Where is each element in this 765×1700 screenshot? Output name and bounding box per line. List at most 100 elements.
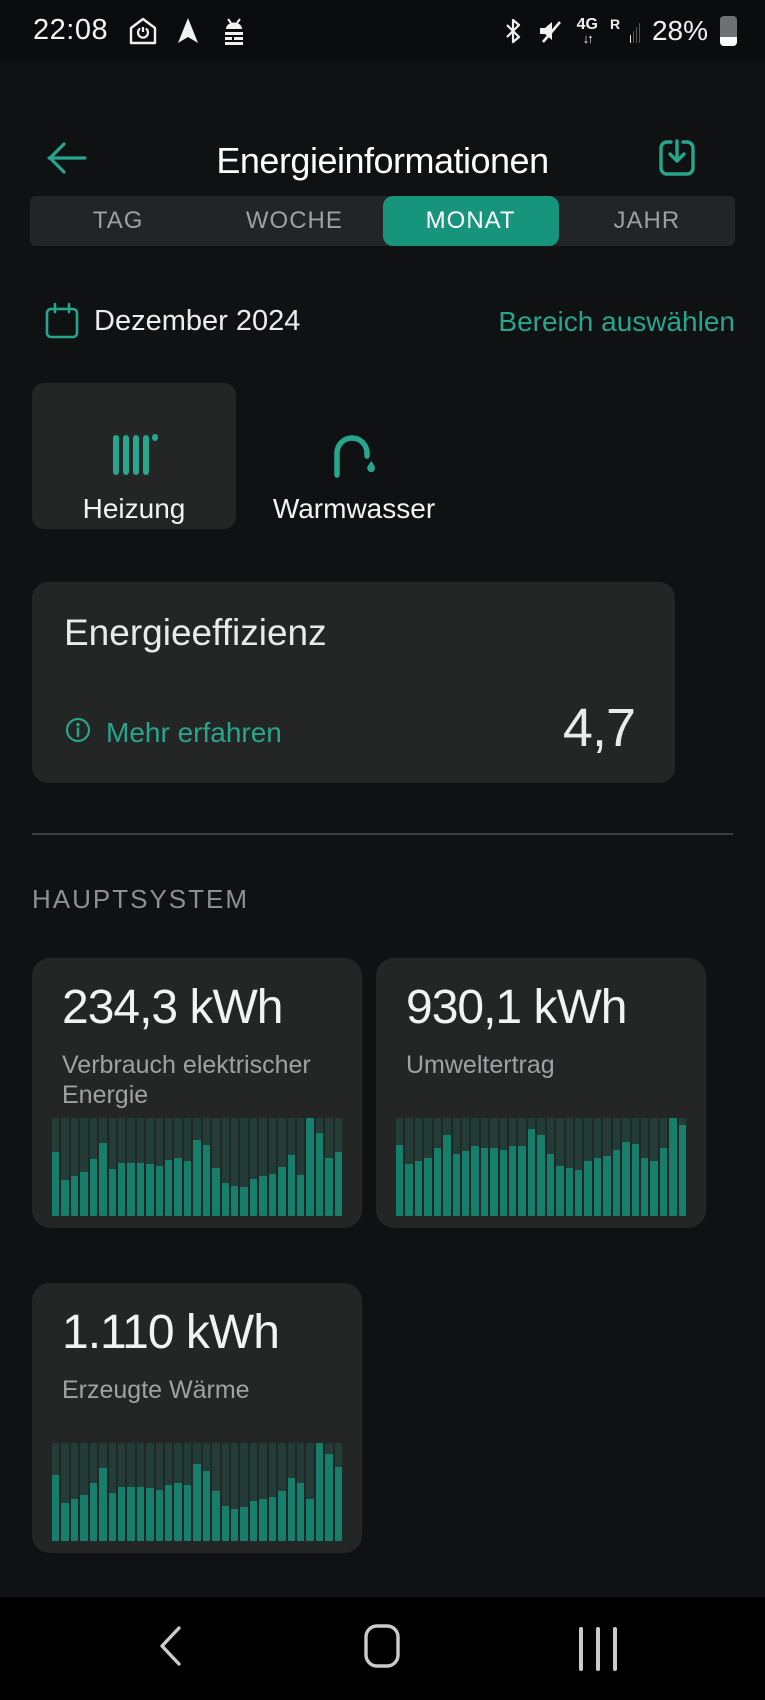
bar [678, 1118, 687, 1216]
bar [80, 1118, 88, 1216]
download-icon [653, 134, 701, 187]
type-card-label: Heizung [82, 493, 186, 524]
bar [231, 1443, 239, 1541]
stat-label: Umweltertrag [406, 1051, 555, 1079]
battery-percent: 28% [651, 15, 708, 46]
bar [334, 1443, 343, 1541]
back-button[interactable] [38, 132, 94, 188]
bar [183, 1443, 192, 1541]
bar [287, 1443, 295, 1541]
type-card-warmwasser[interactable]: Warmwasser [252, 383, 456, 529]
bar [193, 1118, 201, 1216]
bar [240, 1118, 248, 1216]
tab-woche[interactable]: WOCHE [245, 207, 343, 234]
stat-card-verbrauch: 234,3 kWh Verbrauch elektrischer Energie [32, 958, 362, 1228]
bar [89, 1118, 98, 1216]
calendar-icon[interactable] [44, 301, 80, 346]
select-range-link[interactable]: Bereich auswählen [498, 306, 735, 337]
system-nav-bar [0, 1597, 765, 1700]
bar-chart-erzeugte-waerme [52, 1443, 343, 1541]
bar-chart-umweltertrag [396, 1118, 687, 1216]
bar [631, 1118, 639, 1216]
bar [287, 1118, 295, 1216]
radiator-icon [109, 401, 159, 479]
bar [212, 1443, 220, 1541]
bar [480, 1118, 489, 1216]
bar [471, 1118, 479, 1216]
bar [249, 1443, 258, 1541]
page-title: Energieinformationen [216, 140, 549, 181]
bar [249, 1118, 258, 1216]
type-card-heizung[interactable]: Heizung [32, 383, 236, 529]
bar [537, 1118, 545, 1216]
bar [136, 1443, 145, 1541]
bar [221, 1118, 230, 1216]
bar [296, 1443, 305, 1541]
bar [612, 1118, 621, 1216]
bar [565, 1118, 574, 1216]
period-row: Dezember 2024 Bereich auswählen [0, 295, 765, 349]
bar [146, 1443, 154, 1541]
bar [61, 1443, 69, 1541]
period-tabs: TAG WOCHE MONAT JAHR [30, 196, 735, 246]
bar [146, 1118, 154, 1216]
stat-label: Verbrauch elektrischer Energie [62, 1051, 311, 1109]
bar [70, 1443, 79, 1541]
bar [334, 1118, 343, 1216]
bar [575, 1118, 583, 1216]
tab-monat[interactable]: MONAT [382, 196, 559, 246]
bar [527, 1118, 536, 1216]
bar [80, 1443, 88, 1541]
bar-chart-verbrauch [52, 1118, 343, 1216]
bar [669, 1118, 677, 1216]
bar [117, 1118, 126, 1216]
bar [108, 1118, 116, 1216]
bar [127, 1118, 135, 1216]
status-bar: 22:08 4G ↓↑ R [0, 0, 765, 62]
battery-icon [720, 16, 737, 46]
bar [61, 1118, 69, 1216]
bar [165, 1118, 173, 1216]
bar [315, 1118, 324, 1216]
bar [424, 1118, 432, 1216]
bar [174, 1443, 182, 1541]
selected-period-label[interactable]: Dezember 2024 [94, 305, 301, 337]
bar [99, 1118, 107, 1216]
stat-value: 930,1 kWh [406, 981, 627, 1034]
bar [117, 1443, 126, 1541]
bar [396, 1118, 404, 1216]
bar [414, 1118, 423, 1216]
energy-efficiency-card: Energieeffizienz Mehr erfahren 4,7 [32, 582, 675, 783]
bar [99, 1443, 107, 1541]
bar [268, 1443, 277, 1541]
bar [306, 1118, 314, 1216]
tab-tag[interactable]: TAG [92, 207, 144, 234]
bar [155, 1118, 164, 1216]
bar [174, 1118, 182, 1216]
bar [584, 1118, 592, 1216]
bluetooth-icon [503, 16, 523, 46]
stat-card-erzeugte-waerme: 1.110 kWh Erzeugte Wärme [32, 1283, 362, 1553]
section-title: HAUPTSYSTEM [32, 884, 250, 914]
volume-muted-icon [535, 16, 565, 46]
nav-back-button[interactable] [110, 1597, 230, 1700]
back-arrow-icon [39, 131, 93, 190]
bar [127, 1443, 135, 1541]
smart-home-icon [128, 16, 158, 46]
bar [325, 1118, 333, 1216]
tab-jahr[interactable]: JAHR [613, 207, 681, 234]
bar [221, 1443, 230, 1541]
navigation-icon [174, 16, 202, 46]
bar [518, 1118, 526, 1216]
stat-value: 234,3 kWh [62, 981, 283, 1034]
nav-back-icon [155, 1623, 185, 1674]
bar [70, 1118, 79, 1216]
nav-home-icon [362, 1622, 402, 1675]
bar [405, 1118, 413, 1216]
bar [278, 1118, 286, 1216]
learn-more-link[interactable]: Mehr erfahren [64, 716, 282, 749]
header: Energieinformationen [0, 62, 765, 181]
download-button[interactable] [651, 134, 703, 186]
nav-home-button[interactable] [322, 1597, 442, 1700]
nav-recents-button[interactable] [538, 1597, 658, 1700]
